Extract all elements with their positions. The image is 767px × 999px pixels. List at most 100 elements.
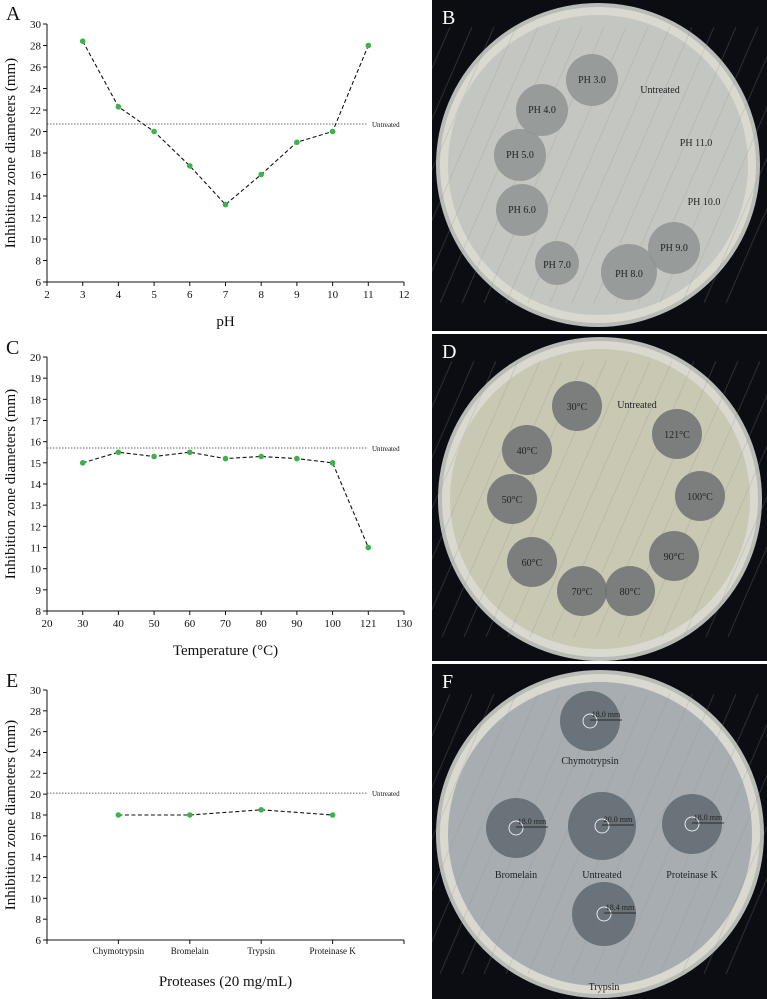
y-tick-label: 8 — [36, 606, 42, 618]
series-line — [82, 451, 369, 548]
panel-d: D 30°C Untreated 40°C 121°C 50°C 100°C 60°C 90°C… — [432, 334, 767, 661]
data-point — [187, 449, 193, 456]
inhibition-zone — [566, 54, 618, 106]
streak-mark — [683, 444, 767, 638]
data-point — [329, 812, 336, 818]
x-tick-label: 70 — [220, 618, 232, 630]
panel-f: F 18.0 mm Chymotrypsin 18.0 mm Bromelain 20.0… — [432, 664, 767, 999]
data-point — [115, 812, 122, 818]
streak-mark — [432, 360, 475, 459]
data-point — [151, 128, 157, 135]
ph-plate-photo: B PH 3.0 Untreated PH 4.0 PH 11.0 PH 5.0 PH 10… — [432, 0, 767, 331]
x-axis-title: Temperature (°C) — [173, 643, 278, 659]
zone-label: 60°C — [522, 558, 543, 569]
streak-mark — [432, 360, 519, 561]
series-line — [118, 809, 333, 816]
panel-a: 6 8 10 12 14 16 18 20 22 24 26 28 30 2 3 4 5 6 7 8 9 10 11 12 Un… — [0, 0, 426, 333]
series-line — [82, 40, 369, 206]
x-tick-label: 7 — [223, 289, 229, 301]
panel-letter: D — [442, 341, 456, 363]
streak-mark — [725, 877, 767, 975]
x-tick-label: 10 — [327, 289, 339, 301]
y-tick-label: 20 — [30, 127, 42, 139]
streak-mark — [529, 360, 651, 638]
y-tick-label: 18 — [30, 810, 42, 822]
zone-label: Trypsin — [589, 982, 620, 993]
streak-mark — [681, 106, 767, 304]
data-point — [115, 449, 122, 456]
inhibition-zone — [486, 798, 546, 858]
inhibition-zone — [648, 222, 700, 274]
data-point — [222, 201, 229, 208]
inhibition-zone — [494, 129, 546, 181]
inhibition-zone — [487, 474, 537, 524]
x-tick-label: 80 — [256, 618, 268, 630]
streak-mark — [432, 693, 539, 943]
y-tick-label: 16 — [30, 437, 42, 449]
y-tick-label: 28 — [30, 706, 42, 718]
inhibition-zone — [568, 792, 636, 860]
x-tick-label: 30 — [77, 618, 89, 630]
y-tick-label: 6 — [36, 277, 42, 289]
data-point — [294, 139, 300, 146]
data-point — [79, 460, 86, 466]
protease-plate-photo: F 18.0 mm Chymotrypsin 18.0 mm Bromelain 20.0… — [432, 664, 767, 999]
y-tick-label: 13 — [30, 500, 42, 512]
zone-label: PH 11.0 — [680, 138, 712, 149]
temperature-plate-photo: D 30°C Untreated 40°C 121°C 50°C 100°C 60°C 90°C… — [432, 334, 767, 661]
data-point — [365, 544, 372, 551]
x-tick-label: 6 — [187, 289, 193, 301]
panel-letter: A — [6, 3, 21, 25]
streak-mark — [432, 693, 473, 789]
y-tick-label: 9 — [36, 585, 42, 597]
streak-mark — [727, 546, 767, 638]
y-tick-label: 30 — [30, 685, 42, 697]
untreated-reference-label: Untreated — [372, 121, 400, 129]
y-tick-label: 8 — [36, 256, 42, 268]
y-tick-label: 10 — [30, 234, 42, 246]
x-tick-label: 40 — [113, 618, 125, 630]
zone-label: PH 8.0 — [615, 269, 643, 280]
x-tick-label: Chymotrypsin — [93, 946, 145, 956]
x-tick-label: 3 — [80, 289, 86, 301]
y-tick-label: 24 — [30, 748, 42, 760]
inhibition-zone — [652, 409, 702, 459]
x-tick-label: 12 — [399, 289, 410, 301]
inhibition-zone — [601, 244, 657, 300]
disc-marker — [596, 906, 612, 922]
y-tick-label: 6 — [36, 935, 42, 947]
zone-label: 50°C — [502, 495, 523, 506]
y-tick-label: 20 — [30, 352, 42, 364]
streak-mark — [432, 26, 495, 171]
inhibition-zone — [557, 566, 607, 616]
measure-ruler-label: 18.4 mm — [606, 903, 635, 912]
inhibition-zone — [675, 471, 725, 521]
y-tick-label: 26 — [30, 727, 42, 739]
y-tick-label: 18 — [30, 148, 42, 160]
y-tick-label: 15 — [30, 458, 42, 470]
x-tick-label: 60 — [184, 618, 196, 630]
streak-mark — [705, 495, 767, 638]
y-tick-label: 24 — [30, 84, 42, 96]
disc-marker — [582, 713, 598, 729]
zone-label: 30°C — [567, 402, 588, 413]
y-tick-label: 11 — [30, 543, 41, 555]
y-tick-label: 12 — [30, 213, 41, 225]
y-tick-label: 12 — [30, 521, 41, 533]
streak-mark — [432, 26, 539, 273]
data-point — [258, 806, 265, 813]
y-axis-title: Inhibition zone diameters (mm) — [3, 389, 19, 579]
panel-letter: F — [442, 671, 453, 693]
streak-mark — [432, 693, 517, 892]
y-tick-label: 14 — [30, 479, 42, 491]
untreated-reference-label: Untreated — [372, 790, 400, 798]
inhibition-zone — [662, 794, 722, 854]
measure-ruler-label: 18.0 mm — [518, 817, 547, 826]
data-point — [187, 812, 193, 818]
data-point — [329, 128, 336, 135]
y-tick-label: 12 — [30, 873, 41, 885]
x-tick-label: Proteinase K — [309, 946, 356, 956]
data-point — [187, 163, 193, 169]
measure-ruler-label: 18.0 mm — [592, 710, 621, 719]
x-tick-label: 20 — [42, 618, 54, 630]
